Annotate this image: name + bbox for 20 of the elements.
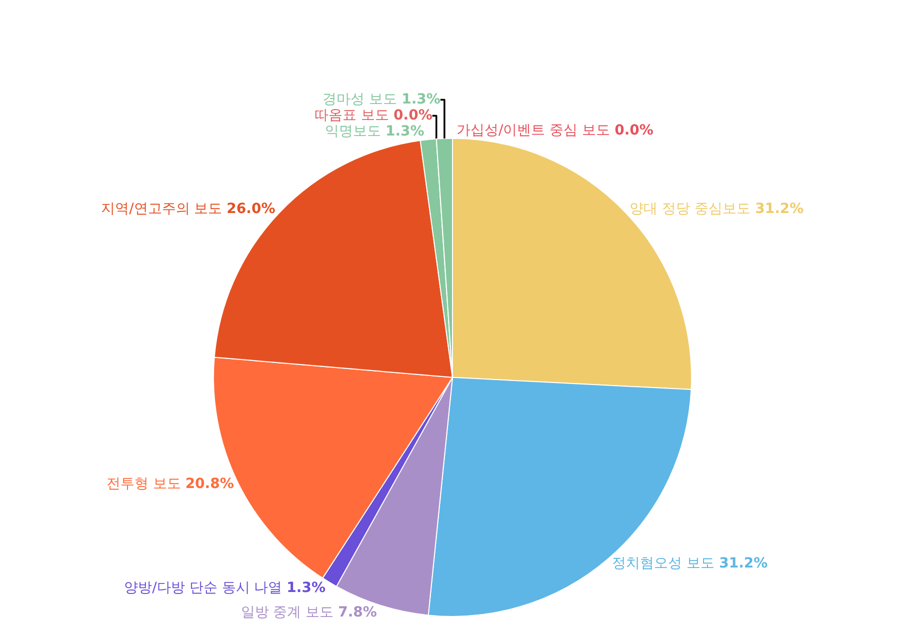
slice-label: 일방 중계 보도 [240,604,334,621]
data-label: 26.0% [226,200,276,217]
data-label: 7.8% [338,604,377,621]
slice-label: 양대 정당 중심보도 [630,200,751,217]
slice-label: 전투형 보도 [106,476,181,492]
slice-label: 경마성 보도 [322,92,398,108]
slice-label: 익명보도 [325,124,382,140]
text: 0.0% [614,122,654,138]
data-label: 1.3% [385,124,424,140]
data-label: 1.3% [402,92,440,108]
slice-label: 지역/연고주의 보도 [101,200,222,217]
data-label: 31.2% [755,200,804,217]
category-label: 따옴표 보도 [314,108,390,124]
data-label: 1.3% [286,580,326,596]
category-label: 가십성/이벤트 중심 보도 [456,122,610,138]
data-label: 31.2% [719,555,768,572]
text: 0.0% [394,108,432,124]
slice-label: 양방/다방 단순 동시 나열 [124,580,282,596]
slice-label: 정치혐오성 보도 [612,555,715,572]
data-label: 20.8% [185,476,234,492]
